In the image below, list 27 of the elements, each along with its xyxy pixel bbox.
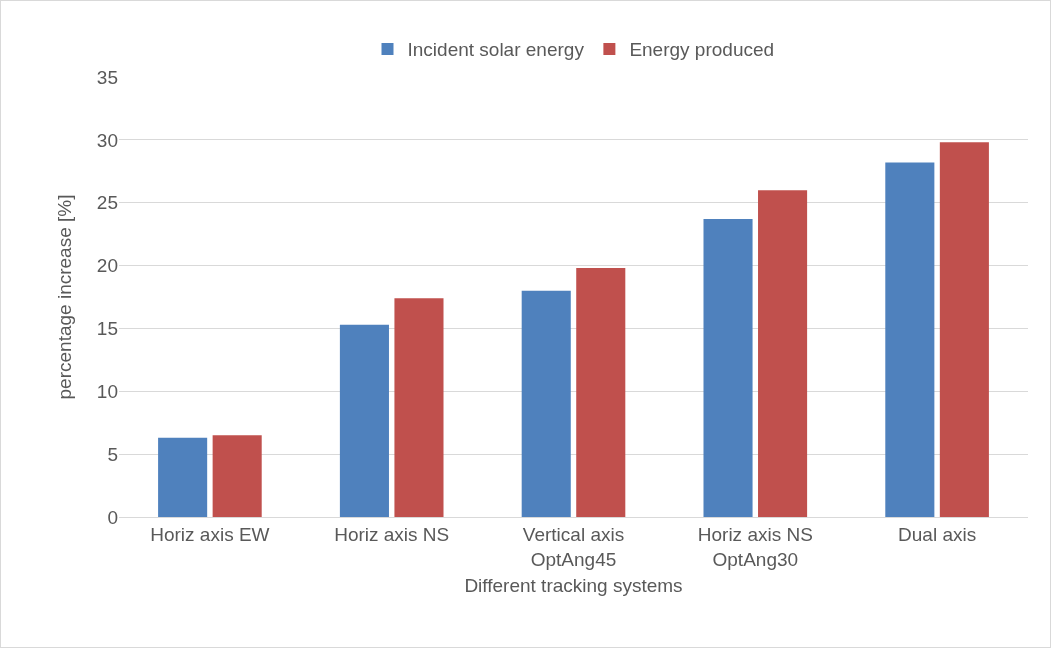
y-tick-label: 15 bbox=[96, 318, 118, 340]
y-tick-label: 20 bbox=[96, 255, 118, 277]
bar bbox=[212, 435, 262, 517]
bar bbox=[576, 268, 626, 517]
bar bbox=[521, 290, 571, 517]
x-tick-label: Vertical axis OptAng45 bbox=[522, 523, 625, 570]
bar bbox=[758, 190, 808, 517]
bar bbox=[339, 324, 389, 517]
legend-label: Incident solar energy bbox=[407, 39, 585, 61]
x-tick-label: Horiz axis NS bbox=[334, 523, 450, 545]
legend-label: Energy produced bbox=[629, 39, 775, 61]
x-tick-label: Horiz axis EW bbox=[150, 523, 270, 545]
x-tick-label: Dual axis bbox=[898, 523, 977, 545]
x-axis-title: Different tracking systems bbox=[464, 575, 683, 597]
bar bbox=[394, 298, 444, 517]
y-tick-label: 30 bbox=[96, 129, 118, 151]
x-tick-label: Horiz axis NS OptAng30 bbox=[697, 523, 813, 570]
bar bbox=[939, 142, 989, 517]
bar bbox=[158, 437, 208, 517]
bar bbox=[703, 219, 753, 517]
y-tick-label: 0 bbox=[107, 506, 118, 528]
y-tick-label: 5 bbox=[107, 443, 118, 465]
y-tick-label: 10 bbox=[96, 380, 118, 402]
y-tick-label: 25 bbox=[96, 192, 118, 214]
y-tick-label: 35 bbox=[96, 66, 118, 88]
y-axis-title: percentage increase [%] bbox=[53, 194, 75, 400]
bar bbox=[885, 162, 935, 517]
